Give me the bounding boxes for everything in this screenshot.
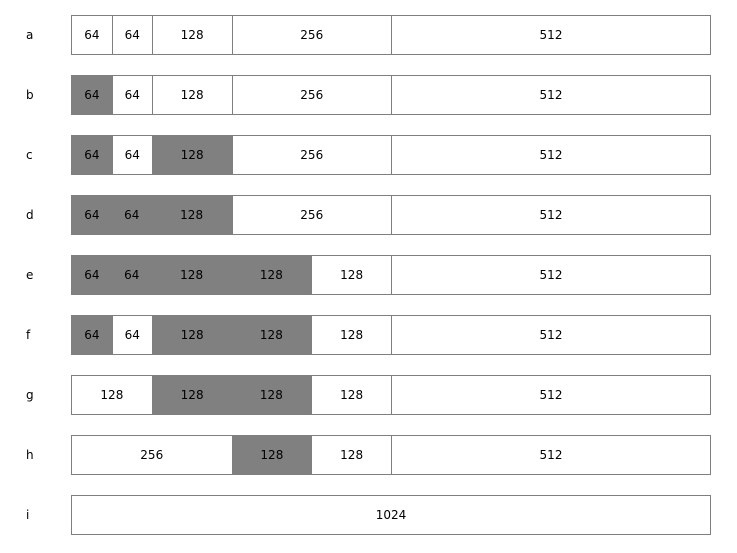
- memory-bar-b: 64 64 128 256 512: [71, 75, 711, 115]
- row-label: d: [26, 208, 34, 222]
- allocated-block: 128: [231, 436, 312, 474]
- free-block: 512: [391, 76, 710, 114]
- free-block: 128: [311, 256, 391, 294]
- allocated-block: 128: [231, 256, 312, 294]
- free-block: 512: [391, 436, 710, 474]
- row-label: c: [26, 148, 33, 162]
- memory-bar-f: 64 64 128 128 128 512: [71, 315, 711, 355]
- allocated-block: 128: [231, 376, 312, 414]
- allocated-block: 64: [72, 76, 112, 114]
- allocated-block: 64: [111, 196, 152, 234]
- free-block: 256: [231, 76, 391, 114]
- free-block: 64: [111, 16, 152, 54]
- allocated-block: 64: [111, 256, 152, 294]
- free-block: 128: [72, 376, 152, 414]
- memory-bar-h: 256 128 128 512: [71, 435, 711, 475]
- memory-bar-g: 128 128 128 128 512: [71, 375, 711, 415]
- allocated-block: 128: [151, 316, 232, 354]
- allocated-block: 64: [72, 196, 112, 234]
- free-block: 256: [231, 16, 391, 54]
- row-label: h: [26, 448, 34, 462]
- free-block: 256: [231, 136, 391, 174]
- free-block: 64: [111, 316, 152, 354]
- row-label: g: [26, 388, 34, 402]
- free-block: 64: [72, 16, 112, 54]
- allocated-block: 128: [151, 136, 232, 174]
- free-block: 256: [231, 196, 391, 234]
- free-block: 512: [391, 196, 710, 234]
- memory-bar-d: 64 64 128 256 512: [71, 195, 711, 235]
- allocated-block: 128: [151, 376, 232, 414]
- row-label: a: [26, 28, 34, 42]
- free-block: 128: [311, 376, 391, 414]
- free-block: 64: [111, 76, 152, 114]
- free-block: 64: [111, 136, 152, 174]
- allocated-block: 64: [72, 136, 112, 174]
- free-block: 256: [72, 436, 232, 474]
- allocated-block: 128: [151, 196, 232, 234]
- free-block: 128: [311, 316, 391, 354]
- free-block: 512: [391, 316, 710, 354]
- free-block: 512: [391, 136, 710, 174]
- free-block: 128: [311, 436, 391, 474]
- memory-bar-a: 64 64 128 256 512: [71, 15, 711, 55]
- memory-bar-e: 64 64 128 128 128 512: [71, 255, 711, 295]
- free-block: 128: [151, 16, 232, 54]
- free-block: 512: [391, 256, 710, 294]
- memory-bar-c: 64 64 128 256 512: [71, 135, 711, 175]
- free-block: 512: [391, 16, 710, 54]
- allocated-block: 64: [72, 316, 112, 354]
- allocated-block: 64: [72, 256, 112, 294]
- memory-bar-i: 1024: [71, 495, 711, 535]
- allocated-block: 128: [151, 256, 232, 294]
- row-label: b: [26, 88, 34, 102]
- free-block: 128: [151, 76, 232, 114]
- free-block: 1024: [72, 496, 710, 534]
- free-block: 512: [391, 376, 710, 414]
- allocated-block: 128: [231, 316, 312, 354]
- row-label: f: [26, 328, 31, 342]
- row-label: e: [26, 268, 34, 282]
- row-label: i: [26, 508, 30, 522]
